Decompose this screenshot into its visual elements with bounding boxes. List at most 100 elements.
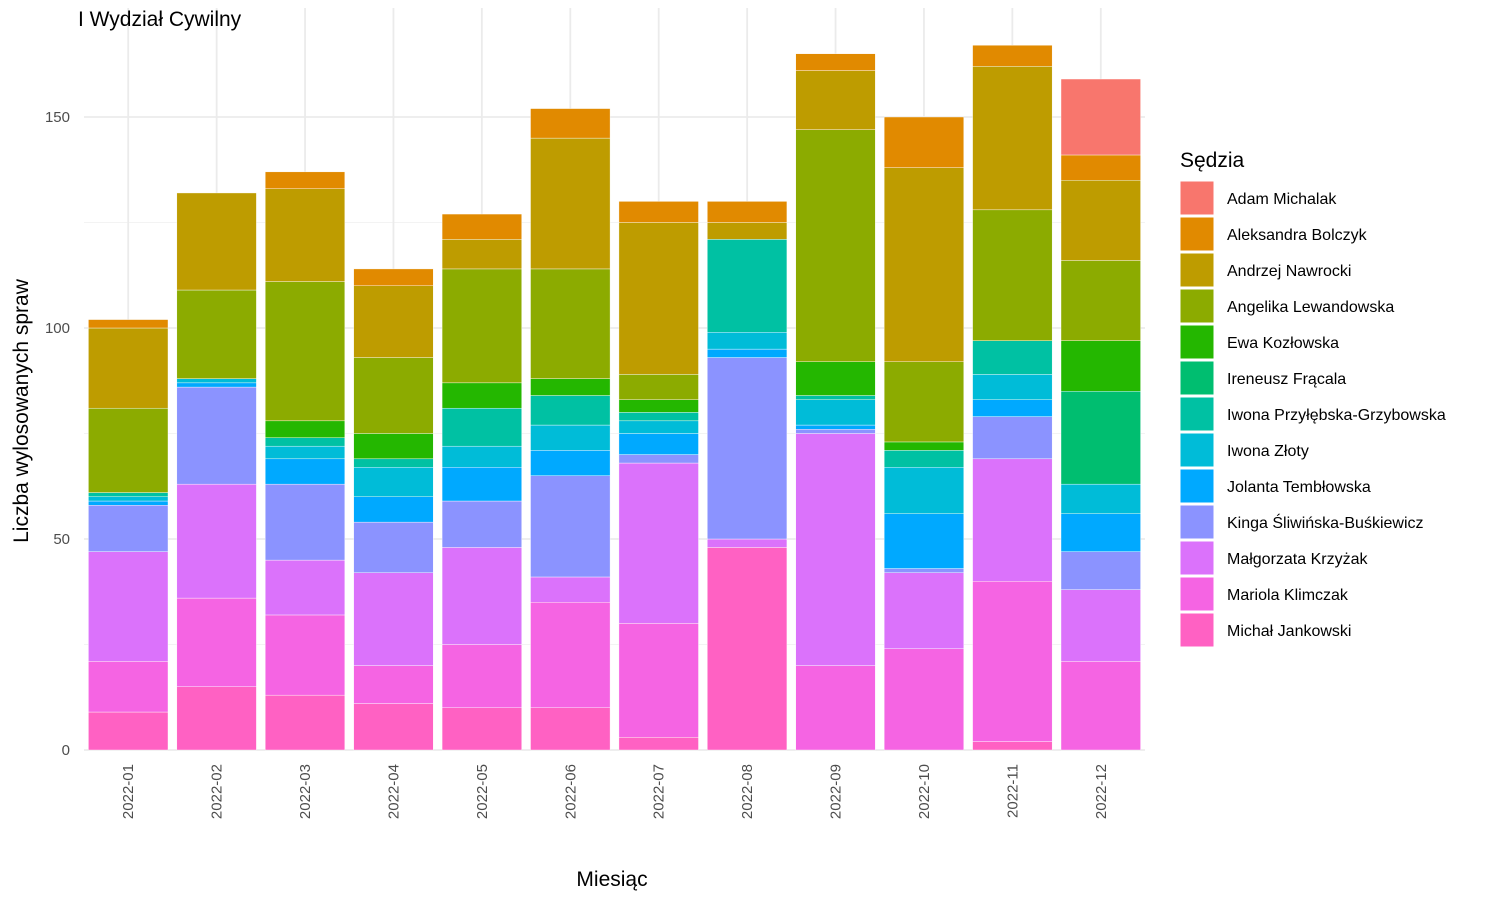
bar-segment-michal-jankowski-2022-03 [265,694,346,751]
bar-segment-angelika-lewandowska-2022-09 [795,129,876,362]
bar-stack-2022-09 [795,53,876,751]
x-axis-ticks: 2022-01 2022-02 2022-03 2022-04 2022-05 2022-… [120,764,1110,819]
bar-stack-2022-12 [1060,78,1141,751]
bar-segment-aleksandra-bolczyk-2022-05 [441,213,522,240]
legend-label: Michał Jankowski [1227,623,1351,640]
bar-segment-jolanta-temblowska-2022-10 [883,513,964,569]
legend-swatch [1179,324,1215,360]
y-tick-label: 100 [45,320,70,337]
bar-segment-jolanta-temblowska-2022-05 [441,467,522,502]
legend-item-mariola-klimczak: Mariola Klimczak [1179,576,1349,612]
bar-segment-malgorzata-krzyzak-2022-07 [618,462,699,624]
bar-segment-angelika-lewandowska-2022-11 [972,209,1053,341]
bar-segment-iwona-przylebska-grzybowska-2022-11 [972,340,1053,375]
bar-segment-michal-jankowski-2022-05 [441,707,522,751]
bar-segment-iwona-zloty-2022-03 [265,445,346,460]
bar-stack-2022-10 [883,116,964,751]
x-tick-label: 2022-07 [651,764,668,819]
bar-segment-andrzej-nawrocki-2022-08 [707,222,788,240]
bar-segment-iwona-zloty-2022-02 [176,378,257,384]
bar-segment-kinga-sliwinska-buskiewicz-2022-01 [88,505,169,552]
bar-segment-jolanta-temblowska-2022-02 [176,382,257,388]
legend: Sędzia Adam Michalak Aleksandra Bolczyk An… [1179,149,1446,648]
bar-segment-iwona-zloty-2022-06 [530,424,611,451]
bar-segment-mariola-klimczak-2022-03 [265,614,346,696]
bar-segment-mariola-klimczak-2022-05 [441,644,522,708]
bar-segment-angelika-lewandowska-2022-04 [353,357,434,434]
bar-segment-iwona-przylebska-grzybowska-2022-07 [618,412,699,422]
legend-item-iwona-przylebska-grzybowska: Iwona Przyłębska-Grzybowska [1179,396,1446,432]
bar-segment-michal-jankowski-2022-07 [618,737,699,751]
legend-label: Ewa Kozłowska [1227,335,1339,352]
bar-segment-michal-jankowski-2022-04 [353,703,434,751]
bar-segment-andrzej-nawrocki-2022-10 [883,167,964,362]
legend-swatch [1179,180,1215,216]
bar-segment-kinga-sliwinska-buskiewicz-2022-11 [972,416,1053,460]
legend-label: Iwona Złoty [1227,443,1309,460]
bar-segment-iwona-zloty-2022-09 [795,399,876,426]
chart-title: I Wydział Cywilny [78,8,242,31]
x-tick-label: 2022-08 [739,764,756,819]
bar-segment-iwona-zloty-2022-11 [972,374,1053,400]
bar-stack-2022-07 [618,201,699,751]
bar-segment-iwona-zloty-2022-04 [353,467,434,498]
legend-swatch [1179,360,1215,396]
x-tick-label: 2022-03 [297,764,314,819]
x-tick-label: 2022-10 [916,764,933,819]
y-axis-title: Liczba wylosowanych spraw [10,278,33,543]
bar-segment-kinga-sliwinska-buskiewicz-2022-04 [353,521,434,573]
bar-segment-angelika-lewandowska-2022-07 [618,374,699,400]
bar-segment-adam-michalak-2022-12 [1060,78,1141,156]
bar-segment-jolanta-temblowska-2022-11 [972,399,1053,417]
bar-stack-2022-05 [441,213,522,751]
bar-segment-malgorzata-krzyzak-2022-05 [441,547,522,645]
legend-swatch [1179,612,1215,648]
bar-segment-iwona-przylebska-grzybowska-2022-08 [707,239,788,333]
bar-segment-malgorzata-krzyzak-2022-11 [972,458,1053,582]
bar-segment-andrzej-nawrocki-2022-02 [176,192,257,291]
bar-segment-iwona-zloty-2022-05 [441,445,522,468]
legend-item-ireneusz-fracala: Ireneusz Frącala [1179,360,1346,396]
bar-segment-malgorzata-krzyzak-2022-09 [795,433,876,666]
bar-segment-aleksandra-bolczyk-2022-03 [265,171,346,189]
bar-segment-iwona-przylebska-grzybowska-2022-10 [883,450,964,468]
bar-segment-andrzej-nawrocki-2022-03 [265,188,346,282]
bar-segment-malgorzata-krzyzak-2022-01 [88,551,169,662]
bar-segment-jolanta-temblowska-2022-07 [618,433,699,455]
bar-segment-kinga-sliwinska-buskiewicz-2022-09 [795,429,876,434]
bar-segment-aleksandra-bolczyk-2022-09 [795,53,876,71]
bar-segment-angelika-lewandowska-2022-02 [176,289,257,379]
bar-segment-angelika-lewandowska-2022-12 [1060,260,1141,341]
bar-segment-kinga-sliwinska-buskiewicz-2022-03 [265,483,346,561]
x-tick-label: 2022-06 [562,764,579,819]
bar-segment-kinga-sliwinska-buskiewicz-2022-10 [883,568,964,573]
legend-item-ewa-kozlowska: Ewa Kozłowska [1179,324,1339,360]
legend-swatch [1179,504,1215,540]
bar-segment-iwona-zloty-2022-08 [707,332,788,350]
bar-stack-2022-08 [707,201,788,751]
bar-segment-kinga-sliwinska-buskiewicz-2022-06 [530,475,611,578]
bar-segment-malgorzata-krzyzak-2022-10 [883,572,964,649]
legend-item-adam-michalak: Adam Michalak [1179,180,1337,216]
bar-segment-andrzej-nawrocki-2022-04 [353,285,434,358]
y-tick-label: 50 [53,531,70,548]
bar-segment-mariola-klimczak-2022-01 [88,661,169,713]
bar-segment-ewa-kozlowska-2022-10 [883,441,964,451]
x-tick-label: 2022-12 [1093,764,1110,819]
bar-segment-mariola-klimczak-2022-07 [618,623,699,738]
bar-segment-mariola-klimczak-2022-04 [353,665,434,704]
legend-swatch [1179,468,1215,504]
bar-segment-ewa-kozlowska-2022-12 [1060,340,1141,392]
legend-label: Małgorzata Krzyżak [1227,551,1368,568]
legend-label: Jolanta Tembłowska [1227,479,1371,496]
bar-segment-mariola-klimczak-2022-10 [883,648,964,751]
bar-segment-iwona-przylebska-grzybowska-2022-04 [353,458,434,468]
bar-segment-mariola-klimczak-2022-06 [530,602,611,708]
bar-segment-aleksandra-bolczyk-2022-10 [883,116,964,168]
bar-segment-aleksandra-bolczyk-2022-11 [972,45,1053,67]
bar-segment-angelika-lewandowska-2022-03 [265,281,346,422]
bar-segment-iwona-przylebska-grzybowska-2022-03 [265,437,346,447]
legend-item-michal-jankowski: Michał Jankowski [1179,612,1351,648]
x-axis-title: Miesiąc [576,868,647,891]
